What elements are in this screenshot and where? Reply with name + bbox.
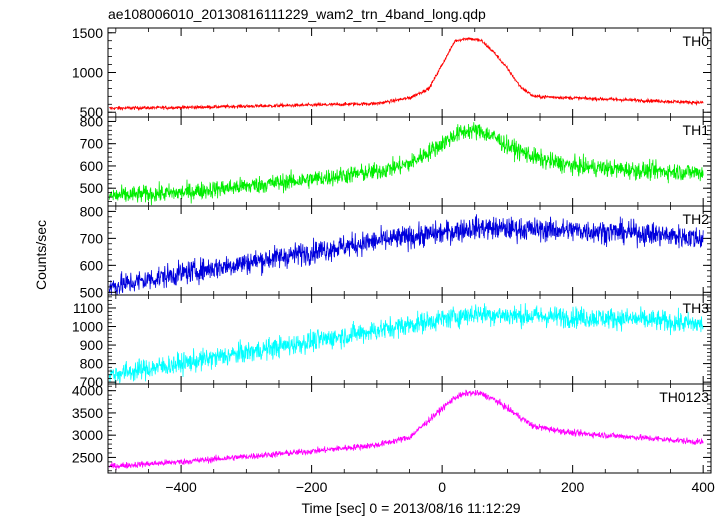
y-tick-label: 700 (80, 136, 104, 152)
panels: 500 1000 1500 TH0 500 600 700 800 TH1 500 600 700 80… (72, 25, 712, 474)
series-line-th0123 (108, 389, 704, 471)
y-tick-label: 900 (80, 337, 104, 353)
series-line-th2 (108, 214, 704, 296)
x-tick-label: 400 (691, 479, 715, 495)
panel-frame (107, 294, 712, 385)
series-line-th1 (108, 122, 704, 206)
y-tick-label: 800 (80, 356, 104, 372)
panel-th3: 700 800 900 1000 1100 TH3 (72, 294, 712, 390)
y-tick-label: 800 (80, 203, 104, 219)
x-tick-label: 200 (561, 479, 585, 495)
panel-label-th2: TH2 (683, 211, 710, 227)
y-tick-label: 800 (80, 113, 104, 129)
y-tick-label: 3000 (72, 427, 103, 443)
panel-th0123: 2500 3000 3500 4000 TH0123 (72, 383, 712, 474)
x-axis: −400 −200 0 200 400 (165, 479, 715, 495)
y-tick-label: 700 (80, 374, 104, 390)
y-tick-label: 1500 (72, 25, 103, 41)
y-tick-label: 500 (80, 284, 104, 300)
y-tick-label: 2500 (72, 449, 103, 465)
y-tick-label: 600 (80, 158, 104, 174)
y-tick-label: 500 (80, 104, 104, 120)
series-line-th0 (109, 37, 704, 112)
y-axis-title: Counts/sec (33, 220, 49, 290)
panel-th1: 500 600 700 800 TH1 (80, 113, 712, 207)
y-tick-label: 700 (80, 230, 104, 246)
panel-th0: 500 1000 1500 TH0 (72, 25, 712, 120)
series-line-th3 (108, 303, 704, 385)
y-tick-label: 4000 (72, 383, 103, 399)
x-tick-label: 0 (438, 479, 446, 495)
x-tick-label: −400 (165, 479, 197, 495)
panel-label-th0: TH0 (683, 33, 710, 49)
panel-label-th1: TH1 (683, 122, 710, 138)
y-tick-label: 500 (80, 180, 104, 196)
panel-frame (107, 27, 712, 118)
chart-title: ae108006010_20130816111229_wam2_trn_4ban… (108, 6, 486, 22)
x-tick-label: −200 (296, 479, 328, 495)
y-tick-label: 1100 (73, 300, 103, 316)
panel-th2: 500 600 700 800 TH2 (80, 203, 712, 300)
y-tick-label: 600 (80, 257, 104, 273)
x-axis-title: Time [sec] 0 = 2013/08/16 11:12:29 (301, 500, 520, 516)
panel-label-th3: TH3 (683, 300, 710, 316)
panel-label-th0123: TH0123 (659, 389, 709, 405)
y-tick-label: 3500 (72, 405, 103, 421)
y-tick-label: 1000 (72, 319, 103, 335)
y-tick-label: 1000 (72, 65, 103, 81)
panel-frame (107, 383, 712, 474)
